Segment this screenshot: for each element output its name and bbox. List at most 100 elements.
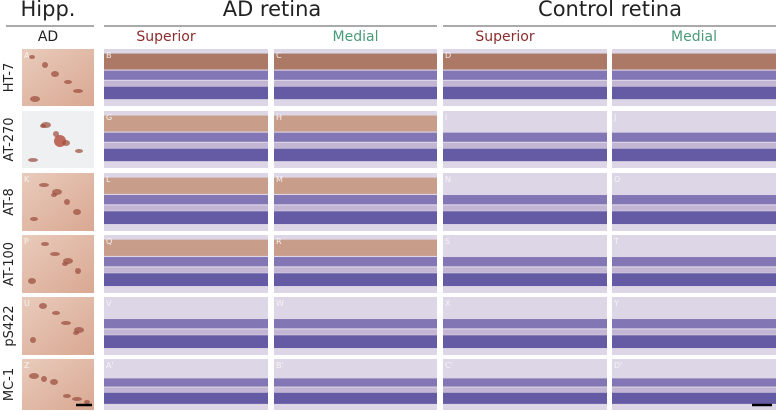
stained-cell <box>41 122 51 128</box>
stained-cell <box>50 379 58 385</box>
stained-cell <box>73 209 81 215</box>
nuclear-layer <box>104 132 268 142</box>
image-panel: Q <box>104 235 268 293</box>
image-panel: N <box>443 173 607 231</box>
stained-cell <box>52 311 60 315</box>
nuclear-layer <box>612 273 776 287</box>
nuclear-layer <box>104 319 268 329</box>
panel-letter: Q <box>106 237 112 246</box>
nuclear-layer <box>612 70 776 80</box>
stained-cell <box>63 394 71 398</box>
nuclear-layer <box>443 378 607 387</box>
nuclear-layer <box>104 195 268 205</box>
panel-letter: S <box>445 237 450 246</box>
row-label: pS422 <box>2 305 17 346</box>
image-panel: K <box>22 173 94 231</box>
nuclear-layer <box>104 148 268 162</box>
stain-band <box>274 239 437 256</box>
nuclear-layer <box>104 335 268 349</box>
stained-cell <box>61 321 71 325</box>
stain-band <box>443 53 607 70</box>
stained-cell <box>39 183 49 187</box>
hippocampus-image <box>22 173 94 231</box>
stained-cell <box>51 71 59 77</box>
stain-band <box>104 239 268 256</box>
image-panel: M <box>274 173 437 231</box>
stain-band <box>104 53 268 70</box>
panel-letter: L <box>106 175 111 184</box>
stained-cell <box>73 89 83 93</box>
panel-letter: B' <box>276 361 284 370</box>
nuclear-layer <box>274 148 437 162</box>
plexiform-layer <box>443 80 607 87</box>
plexiform-layer <box>274 267 437 273</box>
plexiform-layer <box>443 329 607 335</box>
plexiform-layer <box>104 387 268 393</box>
stained-cell <box>72 397 82 401</box>
plexiform-layer <box>443 142 607 149</box>
plexiform-layer <box>443 205 607 211</box>
stained-cell <box>52 189 62 195</box>
control-retina-header: Control retina <box>538 0 682 21</box>
plexiform-layer <box>612 205 776 211</box>
panel-letter: A <box>24 51 30 60</box>
stained-cell <box>84 400 90 404</box>
stained-cell <box>39 303 47 309</box>
image-panel: W <box>274 297 437 355</box>
stain-band <box>274 115 437 132</box>
plexiform-layer <box>612 80 776 87</box>
row-label: HT-7 <box>2 63 17 93</box>
panel-letter: D' <box>614 361 622 370</box>
nuclear-layer <box>443 257 607 267</box>
nuclear-layer <box>612 86 776 100</box>
nuclear-layer <box>274 257 437 267</box>
plexiform-layer <box>274 205 437 211</box>
panel-letter: P <box>24 237 29 246</box>
stained-cell <box>41 242 49 246</box>
nuclear-layer <box>612 335 776 349</box>
nuclear-layer <box>612 195 776 205</box>
panel-letter: R <box>276 237 282 246</box>
nuclear-layer <box>443 273 607 287</box>
plexiform-layer <box>274 142 437 149</box>
image-panel: Z <box>22 359 94 410</box>
nuclear-layer <box>274 86 437 100</box>
stained-cell <box>30 96 40 102</box>
plexiform-layer <box>443 267 607 273</box>
nuclear-layer <box>274 392 437 404</box>
nuclear-layer <box>443 211 607 225</box>
image-panel: R <box>274 235 437 293</box>
nuclear-layer <box>443 335 607 349</box>
nuclear-layer <box>104 86 268 100</box>
row-label: AT-8 <box>2 188 17 216</box>
image-panel: A <box>22 49 94 106</box>
image-panel: C' <box>443 359 607 410</box>
column-subheader: AD <box>38 29 58 45</box>
stained-cell <box>30 337 36 343</box>
nuclear-layer <box>274 273 437 287</box>
nuclear-layer <box>274 319 437 329</box>
panel-letter: J <box>613 113 616 122</box>
image-panel: F <box>22 111 94 168</box>
panel-letter: H <box>276 113 282 122</box>
stained-cell <box>30 217 38 221</box>
stained-cell <box>53 131 59 137</box>
panel-letter: Y <box>613 299 619 308</box>
nuclear-layer <box>274 70 437 80</box>
nuclear-layer <box>612 257 776 267</box>
image-panel: V <box>104 297 268 355</box>
nuclear-layer <box>104 392 268 404</box>
nuclear-layer <box>443 319 607 329</box>
panel-grid: A B C D F G H I J K L M N O P Q R S T U V W X Y Z A' B' C' D' <box>22 49 776 410</box>
stained-cell <box>29 55 35 59</box>
nuclear-layer <box>104 211 268 225</box>
plexiform-layer <box>274 329 437 335</box>
stained-cell <box>74 327 84 333</box>
plexiform-layer <box>104 80 268 87</box>
plexiform-layer <box>612 387 776 393</box>
stained-cell <box>50 252 60 256</box>
panel-letter: X <box>445 299 451 308</box>
panel-letter: F <box>24 113 29 122</box>
image-panel: B <box>104 49 268 106</box>
